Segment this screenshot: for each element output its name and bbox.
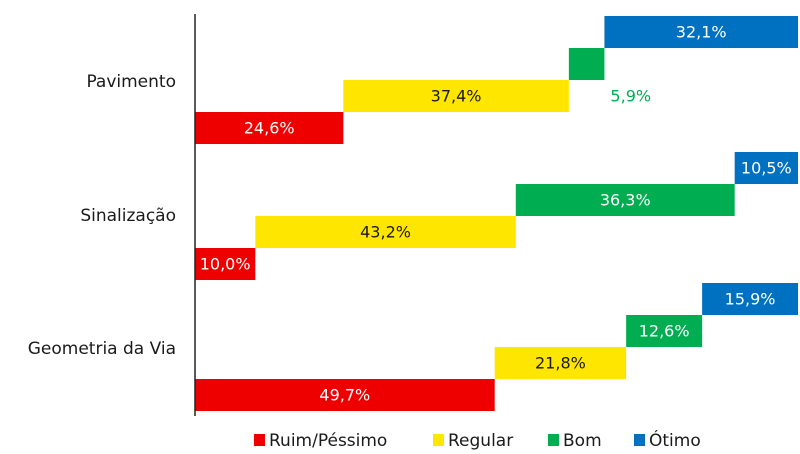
data-label: 15,9% xyxy=(725,290,776,309)
category-label: Geometria da Via xyxy=(28,339,176,359)
data-label: 43,2% xyxy=(360,223,411,242)
legend-swatch xyxy=(254,434,265,446)
bar-segment xyxy=(604,16,798,48)
legend-swatch xyxy=(548,434,559,446)
data-label: 24,6% xyxy=(244,119,295,138)
bar-segment xyxy=(626,315,703,347)
bars-layer xyxy=(195,16,798,411)
data-label: 10,0% xyxy=(200,255,251,274)
bar-segment xyxy=(494,347,627,379)
bar-segment xyxy=(195,379,495,411)
legend-entry: Ruim/Péssimo xyxy=(269,431,387,451)
bar-segment xyxy=(568,48,605,80)
category-label: Pavimento xyxy=(86,72,176,92)
bar-segment xyxy=(734,152,798,184)
data-label: 10,5% xyxy=(741,159,792,178)
data-label: 49,7% xyxy=(319,386,370,405)
legend-entry: Regular xyxy=(448,431,513,451)
data-label: 12,6% xyxy=(639,322,690,341)
category-label: Sinalização xyxy=(80,206,176,226)
data-label: 21,8% xyxy=(535,354,586,373)
data-label: 36,3% xyxy=(600,191,651,210)
bar-segment xyxy=(255,216,516,248)
legend: Ruim/Péssimo Regular Bom Ótimo xyxy=(254,429,701,451)
data-label: 37,4% xyxy=(431,87,482,106)
category-labels: Pavimento Sinalização Geometria da Via xyxy=(28,72,176,359)
legend-swatch xyxy=(433,434,444,446)
labels-layer: 24,6% 37,4% 5,9% 32,1% 10,0% 43,2% 36,3% 10,5% 4… xyxy=(200,23,792,405)
bar-segment xyxy=(702,283,798,315)
data-label: 32,1% xyxy=(676,23,727,42)
bar-segment xyxy=(195,112,344,144)
legend-swatch xyxy=(634,434,645,446)
bar-segment xyxy=(195,248,256,280)
legend-entry: Ótimo xyxy=(649,429,701,451)
bar-segment xyxy=(343,80,569,112)
legend-entry: Bom xyxy=(563,431,602,451)
bar-segment xyxy=(515,184,735,216)
data-label: 5,9% xyxy=(610,87,651,106)
